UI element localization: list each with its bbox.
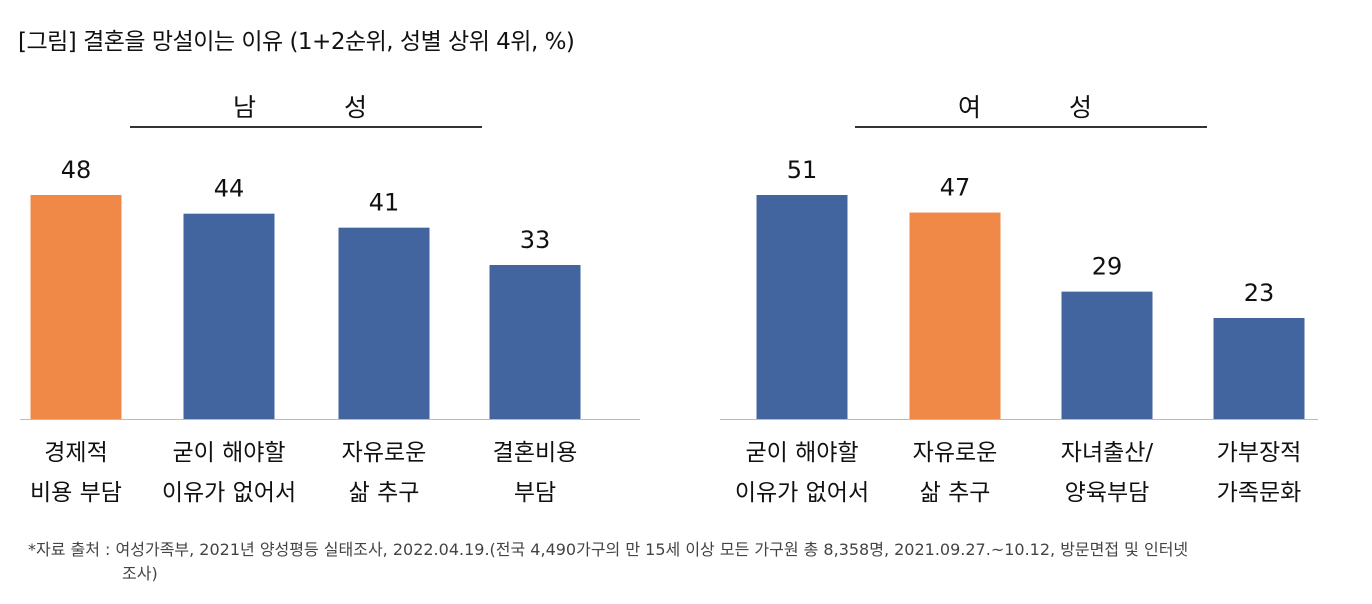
data-label: 48 bbox=[61, 156, 92, 184]
footnote: *자료 출처 : 여성가족부, 2021년 양성평등 실태조사, 2022.04… bbox=[28, 538, 1188, 586]
bar bbox=[183, 213, 275, 419]
category-label: 자유로운 bbox=[342, 440, 427, 466]
data-label: 51 bbox=[787, 156, 818, 184]
data-label: 33 bbox=[520, 226, 551, 254]
data-label: 23 bbox=[1244, 279, 1275, 307]
panel-title-female: 여 성 bbox=[958, 93, 1132, 122]
bar bbox=[1061, 291, 1153, 419]
data-label: 47 bbox=[940, 174, 971, 202]
bar bbox=[756, 195, 848, 419]
category-label: 굳이 해야할 bbox=[172, 440, 285, 466]
data-label: 29 bbox=[1092, 253, 1123, 281]
bar bbox=[489, 265, 581, 419]
category-label: 자유로운 bbox=[913, 440, 998, 466]
data-label: 41 bbox=[369, 189, 400, 217]
category-label: 비용 부담 bbox=[30, 480, 122, 506]
category-label: 삶 추구 bbox=[920, 480, 991, 506]
bar bbox=[1213, 317, 1305, 419]
category-label: 삶 추구 bbox=[349, 480, 420, 506]
bar bbox=[338, 227, 430, 419]
category-label: 양육부담 bbox=[1065, 480, 1150, 506]
category-label: 가부장적 bbox=[1217, 440, 1302, 466]
category-label: 부담 bbox=[514, 480, 556, 506]
footnote-line: *자료 출처 : 여성가족부, 2021년 양성평등 실태조사, 2022.04… bbox=[28, 540, 1189, 559]
panel-title-male: 남 성 bbox=[233, 93, 407, 122]
category-label: 이유가 없어서 bbox=[162, 480, 296, 506]
data-label: 44 bbox=[214, 175, 245, 203]
category-label: 자녀출산/ bbox=[1061, 440, 1154, 466]
figure-title: [그림] 결혼을 망설이는 이유 (1+2순위, 성별 상위 4위, %) bbox=[18, 29, 575, 55]
category-label: 경제적 bbox=[44, 440, 107, 466]
bar bbox=[909, 212, 1001, 419]
category-label: 결혼비용 bbox=[493, 440, 578, 466]
panel-title-underline bbox=[130, 126, 482, 128]
category-label: 이유가 없어서 bbox=[735, 480, 869, 506]
bar bbox=[30, 195, 122, 419]
category-label: 굳이 해야할 bbox=[745, 440, 858, 466]
panel-title-underline bbox=[855, 126, 1207, 128]
category-label: 가족문화 bbox=[1217, 480, 1302, 506]
footnote-line: 조사) bbox=[122, 564, 158, 583]
